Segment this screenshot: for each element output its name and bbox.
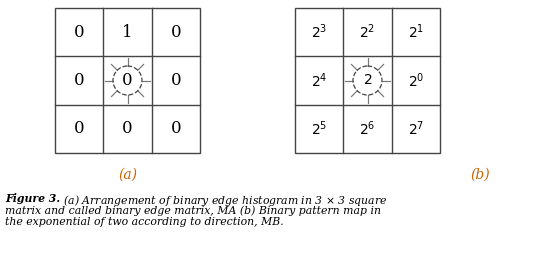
Bar [55,8,200,153]
Text: (a) Arrangement of binary edge histogram in 3 $\times$ 3 square: (a) Arrangement of binary edge histogram… [60,193,388,208]
Text: $2^{1}$: $2^{1}$ [408,23,424,41]
Text: $2^{2}$: $2^{2}$ [360,23,376,41]
Text: $2^{3}$: $2^{3}$ [311,23,328,41]
Text: Figure 3.: Figure 3. [5,193,60,204]
Text: matrix and called binary edge matrix, MA (b) Binary pattern map in: matrix and called binary edge matrix, MA… [5,205,381,216]
Text: 0: 0 [171,24,181,41]
Text: (a): (a) [119,168,138,182]
Text: 1: 1 [122,24,133,41]
Text: $2^{5}$: $2^{5}$ [311,120,328,138]
Text: 0: 0 [171,72,181,89]
Text: 0: 0 [74,120,85,137]
Text: $2$: $2$ [363,74,372,87]
Text: $2^{0}$: $2^{0}$ [408,71,424,90]
Text: $2^{6}$: $2^{6}$ [360,120,376,138]
Text: 0: 0 [122,120,133,137]
Text: the exponential of two according to direction, MB.: the exponential of two according to dire… [5,217,284,227]
Text: 0: 0 [74,24,85,41]
Text: $2^{7}$: $2^{7}$ [408,120,424,138]
Text: 0: 0 [122,72,133,89]
Bar [295,8,440,153]
Text: $2^{4}$: $2^{4}$ [311,71,328,90]
Text: (b): (b) [470,168,490,182]
Text: 0: 0 [74,72,85,89]
Text: 0: 0 [171,120,181,137]
